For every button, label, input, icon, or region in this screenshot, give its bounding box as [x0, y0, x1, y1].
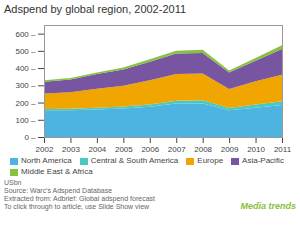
html-text:Extracted from: Adbrief: Globa: Extracted from: Adbrief: Global adspend … — [4, 195, 155, 202]
svg-text:2010: 2010 — [247, 145, 265, 154]
html-text:Europe: Europe — [197, 156, 224, 165]
svg-text:2003: 2003 — [62, 145, 80, 154]
svg-text:2004: 2004 — [88, 145, 106, 154]
svg-text:200 –: 200 – — [15, 99, 36, 108]
svg-text:2009: 2009 — [221, 145, 239, 154]
svg-text:100 –: 100 – — [15, 116, 36, 125]
svg-text:2002: 2002 — [36, 145, 54, 154]
html-text:Adspend by global region, 2002: Adspend by global region, 2002-2011 — [4, 3, 187, 15]
svg-text:2011: 2011 — [274, 145, 292, 154]
html-text:North America: North America — [21, 156, 72, 165]
svg-text:2007: 2007 — [168, 145, 186, 154]
html-text:To click through to article, u: To click through to article, use Slide S… — [4, 203, 150, 210]
html-text:Source: Warc's Adspend Databas: Source: Warc's Adspend Database — [4, 187, 113, 194]
svg-text:2008: 2008 — [194, 145, 212, 154]
svg-text:2006: 2006 — [141, 145, 159, 154]
html-text:Asia-Pacific: Asia-Pacific — [242, 156, 284, 165]
html-text:Middle East & Africa: Middle East & Africa — [21, 167, 93, 176]
svg-text:400 –: 400 – — [15, 64, 36, 73]
svg-text:600 –: 600 – — [15, 30, 36, 39]
svg-text:0 –: 0 – — [24, 133, 36, 142]
svg-text:300 –: 300 – — [15, 81, 36, 90]
html-text:Central & South America: Central & South America — [90, 156, 179, 165]
html-text:Media trends: Media trends — [240, 201, 296, 211]
svg-text:500 –: 500 – — [15, 47, 36, 56]
html-text:USbn: USbn — [4, 179, 22, 186]
svg-text:2005: 2005 — [115, 145, 133, 154]
